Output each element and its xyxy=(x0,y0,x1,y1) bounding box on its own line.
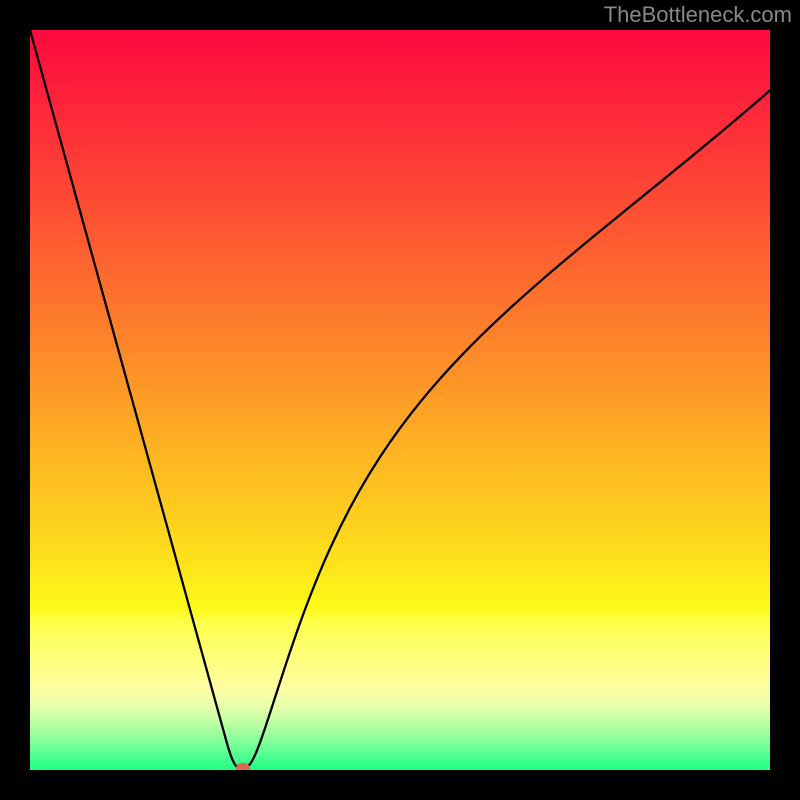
chart-svg xyxy=(30,30,770,770)
figure-outer: TheBottleneck.com xyxy=(0,0,800,800)
plot-area xyxy=(30,30,770,770)
chart-background xyxy=(30,30,770,770)
watermark-label: TheBottleneck.com xyxy=(604,4,792,26)
